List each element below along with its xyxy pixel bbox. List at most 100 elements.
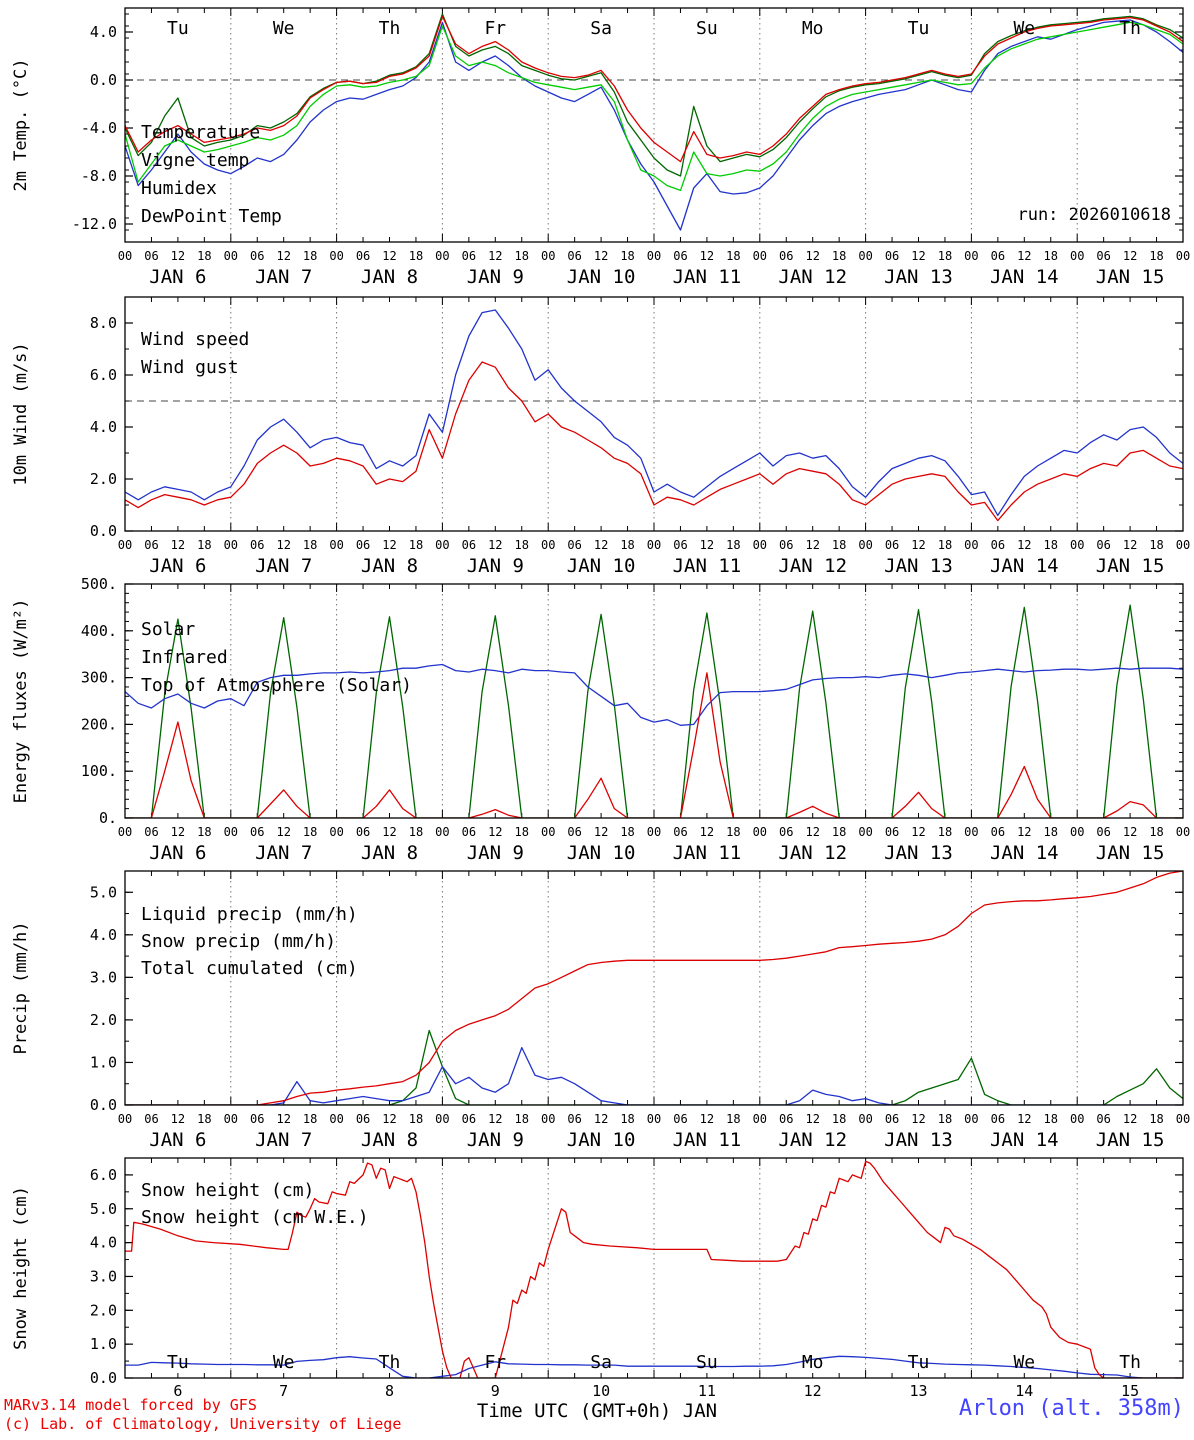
svg-text:18: 18 <box>409 249 423 263</box>
svg-text:12: 12 <box>276 1112 290 1126</box>
svg-text:JAN 9: JAN 9 <box>467 1129 524 1151</box>
svg-text:06: 06 <box>1096 538 1110 552</box>
svg-text:12: 12 <box>700 249 714 263</box>
svg-text:06: 06 <box>1096 249 1110 263</box>
svg-text:200.: 200. <box>81 715 117 733</box>
time-axis-label: Time UTC (GMT+0h) JAN <box>476 1400 718 1422</box>
svg-text:-8.0: -8.0 <box>81 167 117 185</box>
svg-text:12: 12 <box>700 538 714 552</box>
svg-text:00: 00 <box>964 825 978 839</box>
svg-text:JAN 15: JAN 15 <box>1096 842 1165 864</box>
svg-text:06: 06 <box>144 1112 158 1126</box>
svg-text:12: 12 <box>700 825 714 839</box>
model-credit: MARv3.14 model forced by GFS (c) Lab. of… <box>4 1396 401 1434</box>
svg-text:00: 00 <box>1176 249 1190 263</box>
svg-text:00: 00 <box>541 1112 555 1126</box>
svg-text:0.: 0. <box>99 809 117 827</box>
svg-text:12: 12 <box>382 825 396 839</box>
svg-text:06: 06 <box>991 249 1005 263</box>
svg-text:00: 00 <box>964 538 978 552</box>
svg-text:0.0: 0.0 <box>90 522 117 540</box>
svg-text:JAN 14: JAN 14 <box>990 555 1059 577</box>
ylabel-temp: 2m Temp. (°C) <box>11 58 31 191</box>
svg-text:10: 10 <box>592 1382 610 1396</box>
svg-text:12: 12 <box>488 249 502 263</box>
series-wind-gust <box>125 309 1183 517</box>
svg-text:4.0: 4.0 <box>90 418 117 436</box>
svg-text:00: 00 <box>753 825 767 839</box>
series-solar <box>125 672 1183 818</box>
svg-text:12: 12 <box>1017 249 1031 263</box>
svg-text:06: 06 <box>1096 825 1110 839</box>
svg-text:12: 12 <box>488 538 502 552</box>
svg-text:6: 6 <box>173 1382 182 1396</box>
svg-text:00: 00 <box>858 249 872 263</box>
svg-text:0.0: 0.0 <box>90 1369 117 1387</box>
svg-text:JAN 13: JAN 13 <box>884 266 953 288</box>
svg-text:JAN 6: JAN 6 <box>149 1129 206 1151</box>
series-humidex <box>125 19 1183 231</box>
svg-text:18: 18 <box>832 1112 846 1126</box>
svg-text:18: 18 <box>1149 1112 1163 1126</box>
svg-text:JAN 14: JAN 14 <box>990 842 1059 864</box>
svg-text:JAN 13: JAN 13 <box>884 842 953 864</box>
svg-text:18: 18 <box>620 249 634 263</box>
svg-text:18: 18 <box>303 538 317 552</box>
svg-text:JAN 12: JAN 12 <box>778 1129 847 1151</box>
svg-text:JAN 8: JAN 8 <box>361 266 418 288</box>
ylabel-precip: Precip (mm/h) <box>11 921 31 1054</box>
svg-text:12: 12 <box>171 1112 185 1126</box>
svg-text:JAN 11: JAN 11 <box>673 266 742 288</box>
svg-text:JAN 6: JAN 6 <box>149 842 206 864</box>
svg-text:18: 18 <box>1044 825 1058 839</box>
svg-text:12: 12 <box>1017 825 1031 839</box>
series-top-of-atmosphere-solar- <box>125 604 1183 818</box>
svg-text:00: 00 <box>224 538 238 552</box>
model-credit-line1: MARv3.14 model forced by GFS <box>4 1396 257 1414</box>
svg-text:Fr: Fr <box>484 18 506 39</box>
svg-text:06: 06 <box>250 249 264 263</box>
svg-text:JAN 9: JAN 9 <box>467 842 524 864</box>
svg-text:12: 12 <box>594 249 608 263</box>
svg-text:Th: Th <box>1119 1352 1141 1373</box>
svg-text:06: 06 <box>144 249 158 263</box>
svg-text:Tu: Tu <box>167 18 189 39</box>
svg-text:12: 12 <box>382 249 396 263</box>
svg-text:12: 12 <box>171 249 185 263</box>
svg-text:18: 18 <box>726 249 740 263</box>
svg-text:18: 18 <box>515 538 529 552</box>
ylabel-flux: Energy fluxes (W/m²) <box>11 599 31 804</box>
svg-text:JAN 12: JAN 12 <box>778 555 847 577</box>
svg-text:18: 18 <box>409 1112 423 1126</box>
svg-text:JAN 8: JAN 8 <box>361 1129 418 1151</box>
svg-text:18: 18 <box>1149 825 1163 839</box>
panel-wind: 0.0 2.0 4.0 6.0 8.0 Wind speed Wind gust 10m Wi… <box>11 296 1184 540</box>
svg-text:18: 18 <box>726 825 740 839</box>
svg-text:06: 06 <box>567 249 581 263</box>
svg-text:Total cumulated (cm): Total cumulated (cm) <box>141 958 358 979</box>
svg-text:00: 00 <box>329 825 343 839</box>
svg-text:06: 06 <box>673 825 687 839</box>
svg-text:18: 18 <box>515 1112 529 1126</box>
svg-text:JAN 7: JAN 7 <box>255 555 312 577</box>
svg-text:run: 2026010618: run: 2026010618 <box>1017 205 1171 225</box>
svg-text:06: 06 <box>462 538 476 552</box>
svg-text:2.0: 2.0 <box>90 1011 117 1029</box>
series-total-cumulated <box>125 871 1183 1105</box>
svg-text:00: 00 <box>1176 538 1190 552</box>
svg-text:Snow height (cm): Snow height (cm) <box>141 1180 314 1201</box>
model-credit-line2: (c) Lab. of Climatology, University of L… <box>4 1415 402 1433</box>
svg-text:Temperature: Temperature <box>141 122 260 143</box>
svg-text:00: 00 <box>118 825 132 839</box>
svg-text:00: 00 <box>118 249 132 263</box>
svg-text:00: 00 <box>753 538 767 552</box>
svg-text:06: 06 <box>250 825 264 839</box>
panel-temp: -12.0 -8.0 -4.0 0.0 4.0 Temperature Vigne temp… <box>11 7 1184 243</box>
panel-snow: 0.0 1.0 2.0 3.0 4.0 5.0 6.0 Snow height (cm) Sno… <box>11 1157 1184 1387</box>
svg-text:00: 00 <box>329 1112 343 1126</box>
svg-text:00: 00 <box>858 538 872 552</box>
svg-text:JAN 15: JAN 15 <box>1096 1129 1165 1151</box>
svg-text:4.0: 4.0 <box>90 926 117 944</box>
svg-text:00: 00 <box>1070 1112 1084 1126</box>
svg-text:Th: Th <box>1119 18 1141 39</box>
